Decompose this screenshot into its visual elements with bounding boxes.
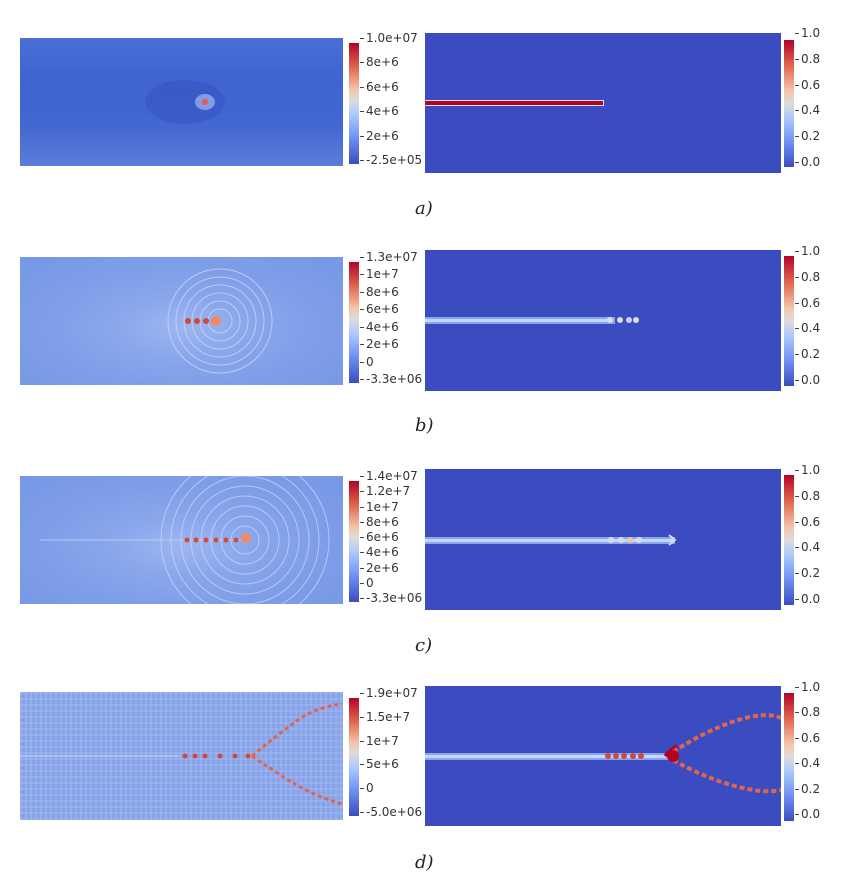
phase-tick-label: 0.6: [794, 514, 821, 529]
phase-tick-label: 0.2: [794, 129, 821, 144]
stress-tick-label: 1.4e+07: [360, 469, 418, 483]
stress-tick-label: 8e+6: [360, 284, 399, 299]
stress-tick-label: 1.2e+7: [359, 484, 411, 499]
caption-d: d): [415, 852, 434, 873]
stress-tick-label: 4e+6: [360, 319, 399, 334]
phase-tick-label: 1.0: [794, 680, 821, 694]
stress-tick-label: 8e+6: [360, 55, 399, 70]
stress-tick-label: 4e+6: [360, 545, 399, 560]
stress-tick-label: 2e+6: [360, 128, 399, 143]
phase-tick-label: 0.0: [794, 592, 821, 606]
stress-tick-label: -3.3e+06: [359, 372, 423, 386]
stress-field-b-overlay: [167, 268, 273, 374]
phase-field-d: [425, 686, 781, 826]
phase-field-c-overlay: [425, 534, 677, 546]
stress-field-a-overlay: [145, 80, 225, 124]
phase-colorbar-b: [784, 256, 794, 386]
stress-tick-label: 1e+7: [360, 499, 399, 514]
stress-tick-label: 8e+6: [360, 514, 399, 529]
phase-tick-label: 0.8: [794, 705, 821, 720]
phase-field-b-overlay: [425, 317, 639, 324]
phase-tick-label: 0.0: [794, 373, 821, 387]
phase-field-a: [425, 33, 781, 173]
stress-tick-label: 1.9e+07: [360, 686, 418, 700]
phase-field-c: [425, 469, 781, 610]
stress-tick-label: 2e+6: [360, 560, 399, 575]
stress-field-d-overlay: [20, 702, 343, 806]
phase-tick-label: 0.4: [794, 756, 821, 771]
phase-field-a-overlay: [425, 100, 604, 106]
phase-colorbar-d: [784, 693, 794, 821]
phase-tick-label: 0.8: [794, 488, 821, 503]
phase-tick-label: 1.0: [794, 244, 821, 258]
stress-colorbar-b: [349, 262, 359, 383]
stress-tick-label: 0: [360, 781, 374, 796]
phase-field-b: [425, 250, 781, 391]
phase-tick-label: 0.2: [794, 781, 821, 796]
stress-tick-label: 6e+6: [360, 530, 399, 544]
phase-tick-label: 0.6: [794, 295, 821, 310]
stress-field-d: [20, 692, 343, 820]
stress-tick-label: 0: [360, 575, 374, 590]
stress-tick-label: 0: [360, 354, 374, 369]
caption-a: a): [415, 198, 433, 219]
stress-field-a: [20, 38, 343, 166]
stress-tick-label: 1.3e+07: [360, 250, 418, 264]
stress-tick-label: -5.0e+06: [359, 805, 423, 819]
stress-tick-label: 1.0e+07: [360, 31, 418, 45]
stress-tick-label: 1.5e+7: [359, 709, 411, 724]
phase-tick-label: 1.0: [794, 463, 821, 477]
phase-tick-label: 0.2: [794, 566, 821, 581]
stress-tick-label: 1e+7: [360, 733, 399, 748]
stress-field-c-overlay: [40, 476, 330, 604]
phase-tick-label: 0.8: [794, 269, 821, 284]
phase-tick-label: 0.0: [794, 155, 821, 169]
stress-tick-label: 1e+7: [360, 267, 399, 282]
caption-b: b): [415, 415, 434, 436]
phase-tick-label: 0.4: [794, 103, 821, 118]
stress-tick-label: -3.3e+06: [359, 591, 423, 605]
stress-field-b: [20, 257, 343, 385]
caption-c: c): [415, 635, 433, 656]
stress-tick-label: 6e+6: [360, 302, 399, 317]
phase-colorbar-a: [784, 40, 794, 167]
stress-tick-label: -2.5e+05: [359, 153, 423, 167]
phase-field-d-overlay: [425, 713, 781, 794]
stress-colorbar-d: [349, 698, 359, 816]
phase-colorbar-c: [784, 475, 794, 605]
phase-tick-label: 0.6: [794, 730, 821, 745]
stress-tick-label: 2e+6: [360, 337, 399, 352]
stress-tick-label: 4e+6: [360, 104, 399, 119]
stress-colorbar-a: [349, 43, 359, 164]
phase-tick-label: 1.0: [794, 26, 821, 40]
phase-tick-label: 0.2: [794, 347, 821, 362]
stress-tick-label: 6e+6: [360, 79, 399, 94]
stress-tick-label: 5e+6: [360, 757, 399, 772]
phase-tick-label: 0.4: [794, 540, 821, 555]
stress-colorbar-c: [349, 481, 359, 602]
phase-tick-label: 0.8: [794, 51, 821, 66]
phase-tick-label: 0.0: [794, 807, 821, 821]
stress-field-c: [20, 476, 343, 604]
phase-tick-label: 0.4: [794, 321, 821, 336]
phase-tick-label: 0.6: [794, 77, 821, 92]
